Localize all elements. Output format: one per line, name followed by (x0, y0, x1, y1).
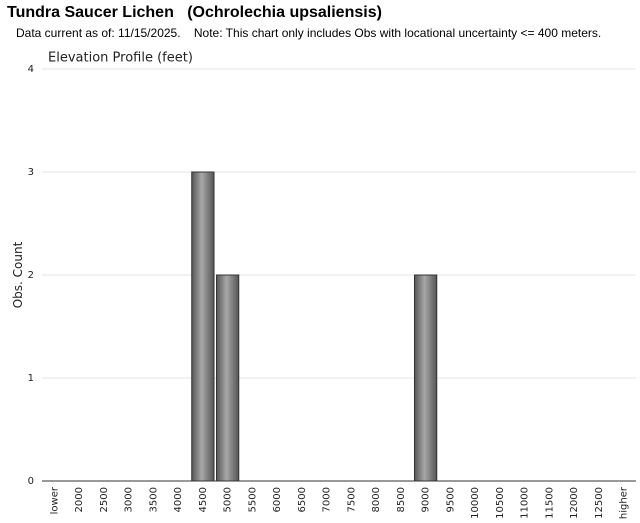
x-tick-label: 9000 (421, 487, 432, 512)
bar (191, 171, 215, 482)
x-tick-label: 9500 (445, 487, 456, 512)
x-tick-label: 10500 (495, 487, 506, 519)
x-tick-label: 11500 (544, 487, 555, 519)
page-subtitle: Data current as of: 11/15/2025. Note: Th… (16, 26, 602, 40)
x-tick-label: 3000 (124, 487, 135, 512)
x-tick-label: 5500 (247, 487, 258, 512)
x-tick-label: 8000 (371, 487, 382, 512)
x-tick-label: 6500 (297, 487, 308, 512)
x-tick-label: 3500 (148, 487, 159, 512)
y-tick-label: 0 (28, 476, 34, 487)
y-tick-label: 2 (28, 270, 34, 281)
y-tick-label: 3 (28, 167, 34, 178)
x-tick-label: 7500 (346, 487, 357, 512)
bar (215, 274, 240, 482)
x-tick-label: 8500 (396, 487, 407, 512)
x-tick-label: higher (619, 486, 630, 519)
y-tick-label: 1 (28, 373, 34, 384)
page-title: Tundra Saucer Lichen (Ochrolechia upsali… (7, 4, 382, 21)
x-tick-label: 12000 (569, 487, 580, 519)
chart-title: Elevation Profile (feet) (48, 51, 193, 66)
x-tick-label: 11000 (520, 487, 531, 519)
bar (413, 274, 438, 482)
x-tick-label: 12500 (594, 487, 605, 519)
x-tick-label: lower (49, 486, 60, 514)
x-tick-label: 5000 (223, 487, 234, 512)
y-tick-label: 4 (28, 64, 34, 75)
y-axis-label: Obs. Count (11, 241, 25, 308)
x-tick-label: 4000 (173, 487, 184, 512)
x-tick-label: 4500 (198, 487, 209, 512)
x-tick-label: 7000 (322, 487, 333, 512)
x-tick-label: 2500 (99, 487, 110, 512)
x-tick-label: 6000 (272, 487, 283, 512)
x-tick-label: 2000 (74, 487, 85, 512)
x-tick-label: 10000 (470, 487, 481, 519)
